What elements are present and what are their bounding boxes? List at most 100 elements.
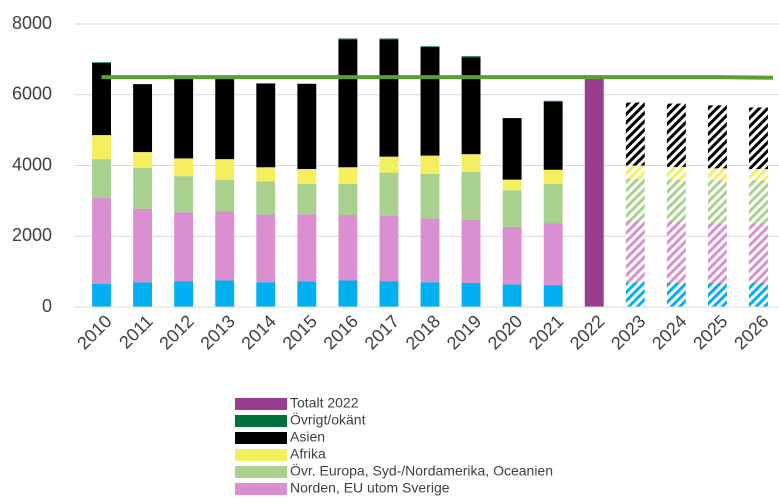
x-tick-label: 2010: [73, 311, 115, 353]
bar-segment: [584, 77, 604, 307]
bar-segment: [420, 173, 440, 219]
bar-segment: [420, 218, 440, 283]
y-tick-label: 2000: [12, 225, 52, 245]
bar-segment: [625, 102, 645, 166]
bar-segment: [502, 118, 522, 180]
bar-segment: [338, 183, 358, 216]
bar-segment: [92, 135, 111, 160]
bar-segment: [174, 281, 194, 307]
bar-segment: [543, 285, 563, 307]
bar-segment: [338, 280, 358, 307]
bar-segment: [666, 179, 686, 222]
legend-swatch: [235, 483, 287, 495]
x-tick-label: 2019: [443, 311, 485, 353]
legend-label: Norden, EU utom Sverige: [290, 480, 450, 496]
legend-label: Afrika: [290, 446, 326, 462]
bar-segment: [461, 56, 481, 58]
bar-segment: [749, 107, 768, 170]
bar-segment: [92, 159, 111, 199]
bar-segment: [92, 284, 111, 307]
bar-segment: [297, 214, 317, 282]
bar-segment: [707, 180, 727, 223]
bar-segment: [133, 282, 153, 307]
bar-segment: [92, 198, 111, 285]
bar-segment: [707, 282, 727, 307]
bar-segment: [297, 169, 317, 184]
x-tick-label: 2018: [402, 311, 444, 353]
legend-label: Övrigt/okänt: [290, 411, 366, 428]
bar-segment: [297, 281, 317, 307]
x-tick-label: 2020: [484, 311, 526, 353]
bar-segment: [625, 220, 645, 283]
bar-segment: [625, 178, 645, 221]
bar-segment: [461, 282, 481, 307]
x-tick-label: 2011: [115, 311, 157, 353]
y-tick-label: 6000: [12, 84, 52, 104]
bar-segment: [625, 165, 645, 179]
bar-segment: [666, 221, 686, 283]
legend-swatch: [235, 432, 287, 444]
bar-segment: [92, 62, 111, 63]
bar-segment: [215, 159, 235, 180]
bar-segment: [420, 46, 440, 47]
bar-segment: [215, 280, 235, 307]
bar-segment: [749, 169, 768, 181]
bar-segment: [543, 183, 563, 224]
bar-segment: [461, 57, 481, 155]
bar-segment: [749, 180, 768, 223]
y-tick-label: 8000: [12, 13, 52, 33]
bar-segment: [379, 39, 399, 157]
bar-segment: [749, 222, 768, 283]
bar-segment: [461, 154, 481, 172]
bar-segment: [749, 282, 768, 307]
bar-segment: [502, 284, 522, 307]
bar-segment: [297, 183, 317, 215]
bar-segment: [174, 78, 194, 159]
bar-segment: [666, 166, 686, 180]
bar-segment: [133, 84, 153, 153]
bar-segment: [502, 190, 522, 228]
bar-segment: [338, 39, 358, 168]
x-tick-label: 2016: [320, 311, 362, 353]
y-tick-label: 4000: [12, 154, 52, 174]
bar-segment: [543, 101, 563, 170]
bar-segment: [133, 167, 153, 209]
legend-label: Totalt 2022: [290, 395, 359, 411]
legend-swatch: [235, 398, 287, 410]
bar-segment: [420, 46, 440, 156]
bar-segment: [215, 78, 235, 160]
bar-segment: [256, 83, 276, 168]
legend-swatch: [235, 449, 287, 461]
x-tick-label: 2022: [566, 311, 608, 353]
bar-segment: [666, 103, 686, 167]
bar-segment: [256, 282, 276, 307]
x-tick-label: 2014: [237, 311, 279, 353]
bar-segment: [461, 171, 481, 220]
bar-segment: [625, 282, 645, 307]
bar-segment: [174, 176, 194, 213]
bar-segment: [379, 172, 399, 216]
legend-label: Asien: [290, 429, 325, 445]
bar-segment: [256, 167, 276, 182]
legend-label: Övr. Europa, Syd-/Nordamerika, Oceanien: [290, 462, 553, 479]
bar-segment: [420, 282, 440, 307]
bar-segment: [338, 38, 358, 40]
bar-segment: [543, 100, 563, 102]
bar-segment: [379, 156, 399, 173]
x-tick-label: 2026: [730, 311, 772, 353]
x-tick-label: 2015: [279, 311, 321, 353]
bar-segment: [420, 155, 440, 174]
bar-segment: [707, 105, 727, 169]
bar-segment: [707, 168, 727, 181]
bar-segment: [543, 169, 563, 184]
x-tick-label: 2012: [155, 311, 197, 353]
bar-segment: [338, 215, 358, 281]
bar-segment: [174, 158, 194, 177]
bar-segment: [666, 282, 686, 307]
x-tick-label: 2023: [607, 311, 649, 353]
bar-segment: [174, 212, 194, 282]
y-tick-label: 0: [42, 296, 52, 316]
x-tick-label: 2025: [689, 311, 731, 353]
